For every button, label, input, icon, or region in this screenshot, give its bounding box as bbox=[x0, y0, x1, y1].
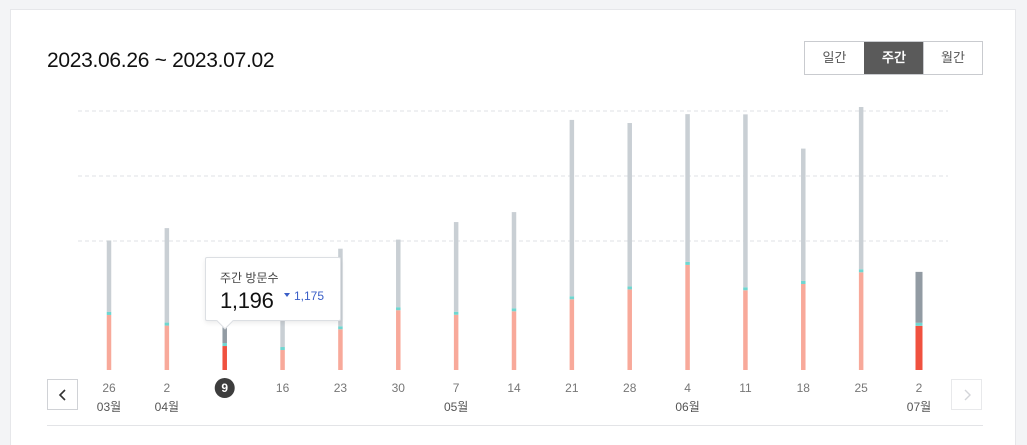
bar-total bbox=[280, 300, 285, 348]
tooltip-value: 1,196 bbox=[220, 288, 274, 313]
x-tick-label: 25 bbox=[854, 381, 868, 395]
chart-bars[interactable] bbox=[106, 107, 923, 370]
bar-visits bbox=[106, 314, 112, 370]
bar-divider bbox=[453, 311, 459, 315]
x-tick-label: 30 bbox=[392, 381, 406, 395]
prev-page-button[interactable] bbox=[47, 379, 78, 410]
bar-total bbox=[801, 148, 806, 281]
bar-visits bbox=[569, 299, 575, 370]
bar-divider bbox=[280, 347, 285, 351]
tooltip-compare: 1,175 bbox=[284, 289, 324, 303]
bar-group[interactable] bbox=[164, 228, 170, 370]
bar-total bbox=[627, 123, 632, 287]
bar-divider bbox=[338, 326, 343, 330]
bar-group[interactable] bbox=[453, 222, 459, 370]
bar-divider bbox=[396, 307, 401, 311]
x-tick-label: 7 bbox=[453, 381, 460, 395]
bar-group[interactable] bbox=[106, 240, 112, 370]
tooltip-compare-value: 1,175 bbox=[294, 289, 325, 303]
x-tick-label: 16 bbox=[276, 381, 290, 395]
bar-total bbox=[453, 222, 459, 312]
x-month-label: 03월 bbox=[97, 400, 121, 414]
bar-visits bbox=[453, 314, 459, 370]
x-tick-label: 2 bbox=[916, 381, 923, 395]
x-tick-label: 18 bbox=[797, 381, 811, 395]
x-axis-labels: 26 03월 2 04월 9 16 23 30 7 05월 14 21 28 4 06월 11 18 25 2 07월 bbox=[97, 378, 931, 414]
bar-divider bbox=[164, 322, 170, 326]
bar-visits bbox=[685, 264, 690, 370]
chevron-right-icon bbox=[964, 389, 971, 400]
tab-weekly[interactable]: 주간 bbox=[864, 42, 923, 74]
bottom-divider bbox=[47, 425, 983, 426]
bar-group[interactable] bbox=[743, 114, 748, 370]
bar-total bbox=[685, 114, 690, 262]
bar-group[interactable] bbox=[685, 114, 690, 370]
bar-total bbox=[569, 119, 575, 297]
bar-divider bbox=[685, 261, 690, 265]
next-page-button[interactable] bbox=[951, 379, 982, 410]
bar-visits bbox=[396, 310, 401, 370]
x-tick-label: 4 bbox=[684, 381, 691, 395]
bar-divider bbox=[743, 287, 748, 291]
chart-tooltip: 주간 방문수 1,196 1,175 bbox=[205, 257, 341, 321]
x-tick-label: 21 bbox=[565, 381, 579, 395]
bar-divider bbox=[511, 308, 517, 312]
bar-group[interactable] bbox=[396, 239, 401, 370]
bar-group[interactable] bbox=[569, 119, 575, 370]
bar-visits bbox=[164, 325, 170, 370]
caret-down-icon bbox=[284, 293, 290, 297]
bar-divider bbox=[106, 311, 112, 315]
bar-group[interactable] bbox=[858, 107, 864, 370]
bar-total bbox=[858, 107, 864, 270]
x-tick-label: 26 bbox=[102, 381, 116, 395]
x-tick-label: 9 bbox=[221, 381, 228, 395]
tooltip-label: 주간 방문수 bbox=[220, 271, 279, 285]
x-tick-label: 14 bbox=[507, 381, 521, 395]
period-tabs: 일간 주간 월간 bbox=[804, 41, 983, 75]
bar-visits bbox=[222, 346, 227, 370]
x-month-label: 04월 bbox=[155, 400, 179, 414]
x-tick-label: 2 bbox=[164, 381, 171, 395]
chevron-left-icon bbox=[58, 388, 66, 401]
bar-visits bbox=[801, 283, 806, 370]
selected-week-marker bbox=[214, 378, 235, 398]
tab-monthly[interactable]: 월간 bbox=[923, 42, 982, 74]
bar-visits bbox=[915, 325, 923, 370]
x-month-label: 07월 bbox=[907, 400, 931, 414]
bar-group[interactable] bbox=[511, 212, 517, 370]
x-month-label: 06월 bbox=[675, 400, 699, 414]
bar-total bbox=[106, 240, 112, 312]
x-tick-label: 23 bbox=[334, 381, 348, 395]
bar-total bbox=[915, 271, 923, 323]
bar-total bbox=[396, 239, 401, 308]
bar-divider bbox=[222, 343, 227, 347]
bar-visits bbox=[280, 350, 285, 370]
bar-group[interactable] bbox=[280, 300, 285, 370]
x-month-label: 05월 bbox=[444, 400, 468, 414]
bar-visits bbox=[511, 311, 517, 370]
bar-visits bbox=[338, 329, 343, 370]
date-range-title: 2023.06.26 ~ 2023.07.02 bbox=[47, 49, 275, 72]
bar-divider bbox=[858, 269, 864, 273]
tab-daily[interactable]: 일간 bbox=[805, 42, 864, 74]
bar-visits bbox=[858, 272, 864, 370]
bar-divider bbox=[569, 296, 575, 300]
bar-total bbox=[511, 212, 517, 309]
x-tick-label: 28 bbox=[623, 381, 637, 395]
bar-visits bbox=[627, 289, 632, 370]
bar-group[interactable] bbox=[627, 123, 632, 370]
bar-total bbox=[743, 114, 748, 288]
bar-divider bbox=[915, 322, 923, 326]
bar-group[interactable] bbox=[915, 271, 923, 370]
x-tick-label: 11 bbox=[739, 381, 752, 395]
bar-divider bbox=[801, 280, 806, 284]
bar-visits bbox=[743, 290, 748, 370]
bar-total bbox=[164, 228, 170, 323]
bar-divider bbox=[627, 286, 632, 290]
bar-group[interactable] bbox=[801, 148, 806, 370]
